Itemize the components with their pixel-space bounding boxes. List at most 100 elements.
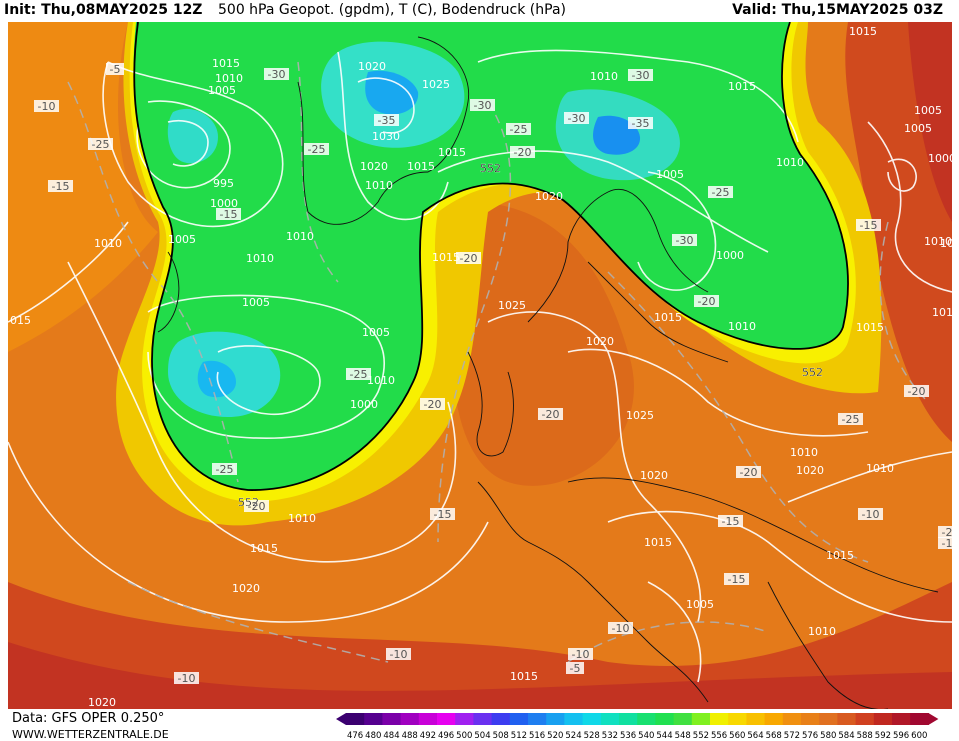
isobar-label-text: 1015 xyxy=(432,251,460,264)
isotherm-label-box xyxy=(708,186,733,198)
isotherm-label-text: -20 xyxy=(542,408,560,421)
isobar-label: 1005 xyxy=(904,122,932,135)
isotherm-label-box xyxy=(856,219,881,231)
legend-tick-label: 556 xyxy=(711,731,727,741)
isobar-label-text: 1010 xyxy=(365,179,393,192)
legend-swatch xyxy=(364,713,383,725)
isotherm-label-text: -10 xyxy=(38,100,56,113)
isobar-label: 1030 xyxy=(372,130,400,143)
isobar-label-text: 1000 xyxy=(716,249,744,262)
legend-tick-label: 572 xyxy=(784,731,800,741)
isobar-label: 1000 xyxy=(350,398,378,411)
isotherm-label-text: -20 xyxy=(248,500,266,513)
legend-swatch xyxy=(582,713,602,725)
isobar-label-text: 10 xyxy=(940,237,952,250)
isotherm-label-text: -25 xyxy=(842,413,860,426)
isobar-label: 1000 xyxy=(928,152,952,165)
isobar-label: 1020 xyxy=(796,464,824,477)
isotherm-label-box xyxy=(566,662,584,674)
isotherm-label-text: -20 xyxy=(460,252,478,265)
isobar-label: 1015 xyxy=(510,670,538,683)
isotherm-label-box xyxy=(736,466,761,478)
isobar-label-text: 1005 xyxy=(362,326,390,339)
isotherm-label-box xyxy=(718,515,743,527)
map-canvas: 1015101010051020102510301015102010101015… xyxy=(8,22,952,709)
isotherm-label-text: -15 xyxy=(728,573,746,586)
legend-swatch xyxy=(637,713,656,725)
legend-swatch xyxy=(673,713,693,725)
isotherm-label-box xyxy=(724,573,749,585)
isobar-label: 1010 xyxy=(924,235,952,248)
isobar-label: 1010 xyxy=(286,230,314,243)
isobar-label: 1005 xyxy=(208,84,236,97)
legend-tick-label: 592 xyxy=(875,731,891,741)
isotherm-label-text: -20 xyxy=(698,295,716,308)
geopotential-label-text: 552 xyxy=(802,366,823,379)
website-credit: WWW.WETTERZENTRALE.DE xyxy=(12,728,169,741)
legend-swatch xyxy=(473,713,493,725)
isotherm-label: -25 xyxy=(88,138,113,151)
geopotential-label: 552 xyxy=(238,496,259,509)
field-hot-band-east xyxy=(908,22,952,222)
legend-swatch xyxy=(691,713,711,725)
isotherm-label: -25 xyxy=(838,413,863,426)
legend-swatch xyxy=(564,713,584,725)
isobar-label: 1015 xyxy=(438,146,466,159)
isotherm-label-text: -10 xyxy=(942,537,952,550)
isobar-label-text: 1010 xyxy=(286,230,314,243)
isotherm-label-text: -5 xyxy=(110,63,121,76)
isotherm-label-box xyxy=(304,143,329,155)
color-scale-legend: 476 480 484 488 492 496 500 504 508 512 516 520 524 5… xyxy=(336,713,939,741)
isotherm-label-box xyxy=(568,648,593,660)
isotherm-label: -15 xyxy=(856,219,881,232)
isotherm-label: -10 xyxy=(608,622,633,635)
isotherm-label-text: -10 xyxy=(612,622,630,635)
isotherm-label-text: -5 xyxy=(570,662,581,675)
isotherm-label-box xyxy=(346,368,371,380)
isotherm-label-text: -25 xyxy=(712,186,730,199)
isotherm-label-text: -30 xyxy=(568,112,586,125)
isobar-label-text: 1015 xyxy=(654,311,682,324)
isotherm-label-box xyxy=(48,180,73,192)
legend-tick-label: 516 xyxy=(529,731,545,741)
legend-tick-label: 564 xyxy=(747,731,763,741)
isotherm-label-text: -10 xyxy=(572,648,590,661)
isobar-label: 995 xyxy=(213,177,234,190)
isobar-label-text: 1025 xyxy=(498,299,526,312)
isobar-label: 1015 xyxy=(212,57,240,70)
isotherm-label: -25 xyxy=(346,368,371,381)
isotherm-label-text: -10 xyxy=(862,508,880,521)
isobar-label: 1015 xyxy=(849,25,877,38)
legend-swatch xyxy=(455,713,474,725)
isotherm-label: -10 xyxy=(386,648,411,661)
data-source: Data: GFS OPER 0.250° xyxy=(12,711,165,726)
isobar-label-text: 1020 xyxy=(586,335,614,348)
isobar-label: 1005 xyxy=(914,104,942,117)
isotherm-label-box xyxy=(88,138,113,150)
legend-tick-label: 584 xyxy=(838,731,854,741)
isobar-label-text: 1010 xyxy=(924,235,952,248)
legend-swatch xyxy=(728,713,747,725)
isotherm-label: -30 xyxy=(564,112,589,125)
isobar-label-text: 1010 xyxy=(776,156,804,169)
isotherm-label: -20 xyxy=(694,295,719,308)
isotherm-label-box xyxy=(456,252,481,264)
isotherm-label: -10 xyxy=(858,508,883,521)
isotherm-label-text: -35 xyxy=(632,117,650,130)
isotherm-label-box xyxy=(106,63,124,75)
isobar-label: 1010 xyxy=(866,462,894,475)
isobar-label-text: 1010 xyxy=(215,72,243,85)
field-ridge-core xyxy=(451,202,634,486)
isobar-label: 1020 xyxy=(535,190,563,203)
isobar-label-text: 1020 xyxy=(88,696,116,709)
isobar-label-text: 1000 xyxy=(350,398,378,411)
isobar-label-text: 1015 xyxy=(826,549,854,562)
isotherm-label-text: -25 xyxy=(216,463,234,476)
legend-swatch xyxy=(491,713,511,725)
legend-tick-label: 520 xyxy=(547,731,563,741)
isobar-label: 1015 xyxy=(654,311,682,324)
isobar-label: 1025 xyxy=(498,299,526,312)
isobar-label: 1005 xyxy=(362,326,390,339)
isobar-label-text: 1015 xyxy=(250,542,278,555)
legend-swatch xyxy=(546,713,565,725)
